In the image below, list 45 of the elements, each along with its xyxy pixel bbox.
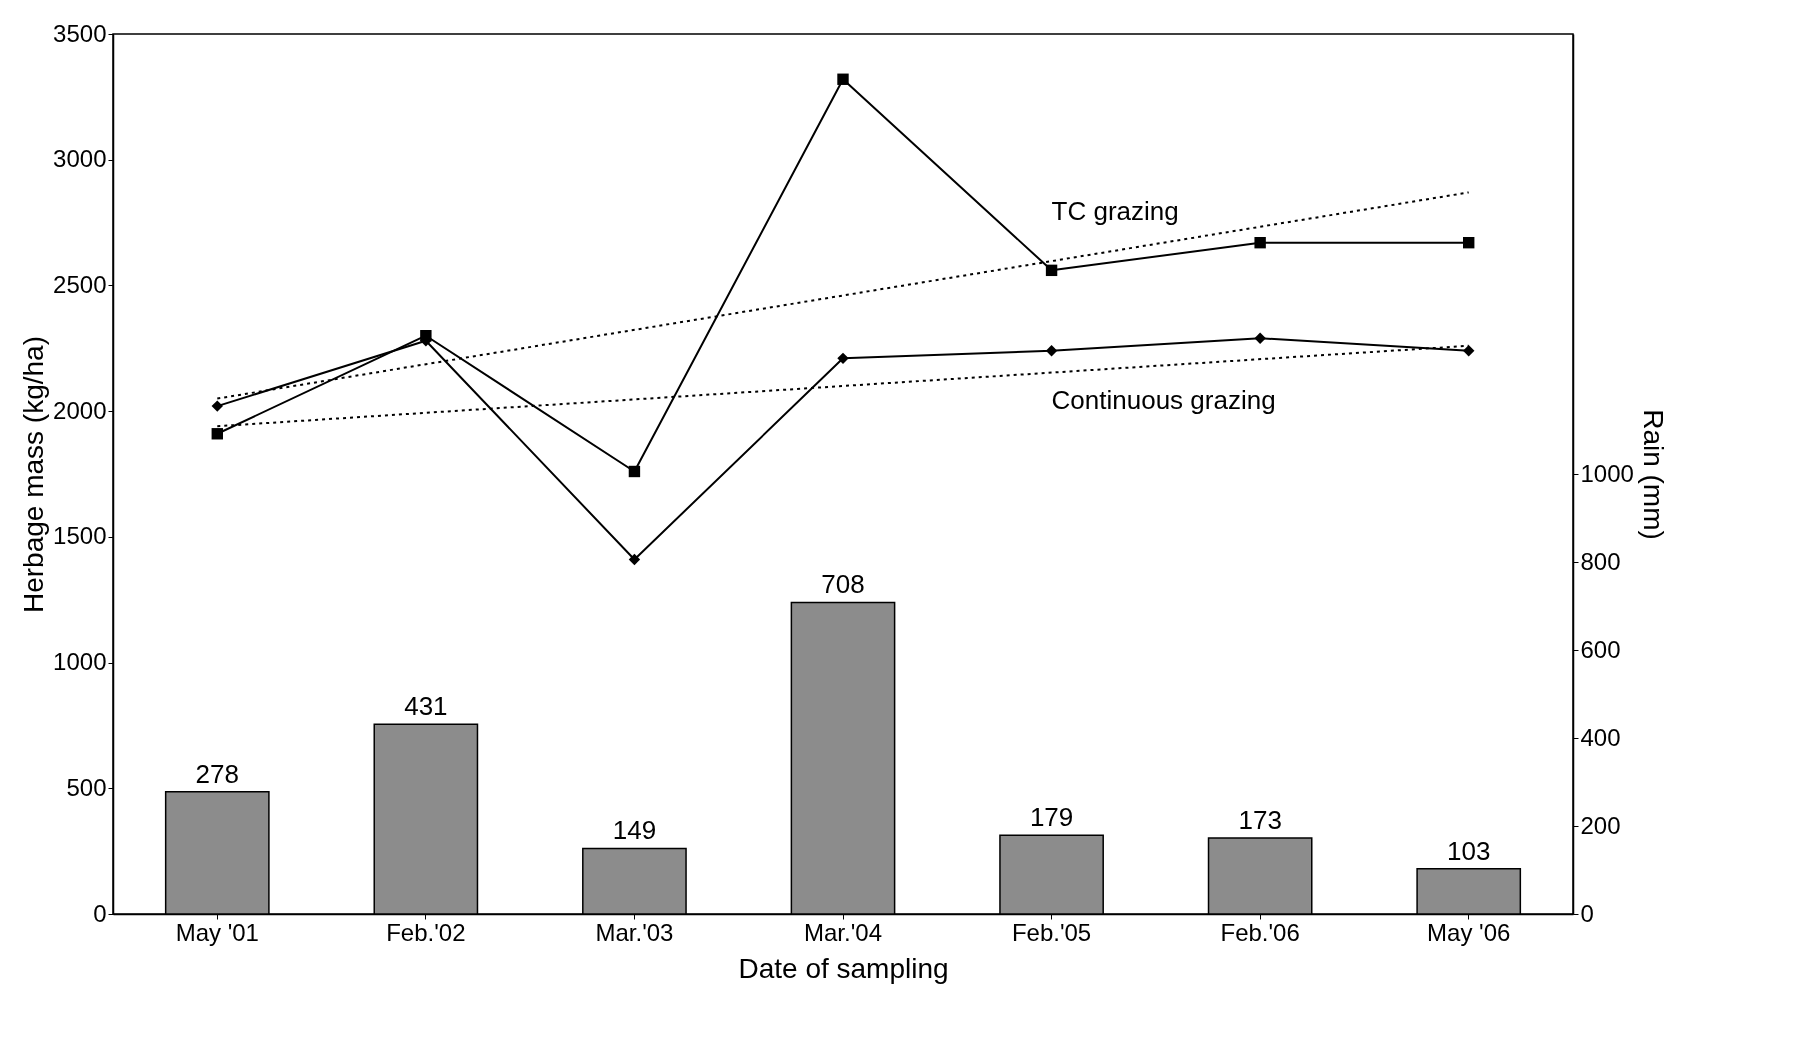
point	[837, 352, 849, 365]
y-tick-label: 2500	[53, 270, 107, 298]
data-label: 103	[1447, 835, 1491, 866]
y2-axis-title: Rain (mm)	[1637, 409, 1669, 540]
data-label: 431	[404, 691, 448, 722]
y2-tick-label: 200	[1580, 811, 1621, 839]
series-label: Continuous grazing	[1051, 384, 1276, 415]
point	[1254, 236, 1266, 249]
y2-tick-label: 400	[1580, 723, 1621, 751]
point	[211, 400, 223, 412]
data-label: 708	[821, 569, 865, 600]
point	[837, 73, 849, 85]
point	[1463, 236, 1475, 249]
y-tick-label: 1500	[53, 522, 107, 550]
y-tick-label: 2000	[53, 396, 107, 424]
y-tick-label: 3000	[53, 145, 107, 173]
data-label: 278	[195, 758, 239, 789]
y2-tick-label: 800	[1580, 547, 1621, 575]
x-tick-label: Mar.'04	[804, 918, 882, 946]
y-tick-label: 3500	[53, 19, 107, 47]
y2-tick-label: 0	[1580, 899, 1594, 927]
point	[211, 428, 223, 440]
data-label: 149	[612, 815, 657, 846]
y-axis-title: Herbage mass (kg/ha)	[18, 335, 50, 614]
point	[1254, 332, 1266, 344]
y-tick-label: 1000	[53, 648, 107, 676]
x-tick-label: May '06	[1427, 918, 1511, 946]
x-tick-label: Feb.'06	[1220, 918, 1300, 946]
x-tick-label: Feb.'05	[1011, 918, 1092, 946]
point	[1045, 345, 1058, 357]
x-tick-label: Mar.'03	[595, 918, 674, 946]
point	[628, 465, 641, 478]
point	[1045, 264, 1058, 277]
data-label: 173	[1238, 804, 1282, 835]
y2-tick-label: 1000	[1580, 459, 1634, 487]
x-tick-label: Feb.'02	[386, 918, 466, 946]
point	[628, 553, 641, 566]
point	[1463, 345, 1475, 357]
y-tick-label: 0	[93, 899, 107, 927]
x-axis-title: Date of sampling	[738, 952, 949, 984]
series-label: TC grazing	[1051, 196, 1179, 227]
data-label: 179	[1029, 802, 1074, 833]
y2-tick-label: 600	[1580, 635, 1621, 663]
x-tick-label: May '01	[175, 918, 259, 946]
y-tick-label: 500	[66, 773, 107, 801]
